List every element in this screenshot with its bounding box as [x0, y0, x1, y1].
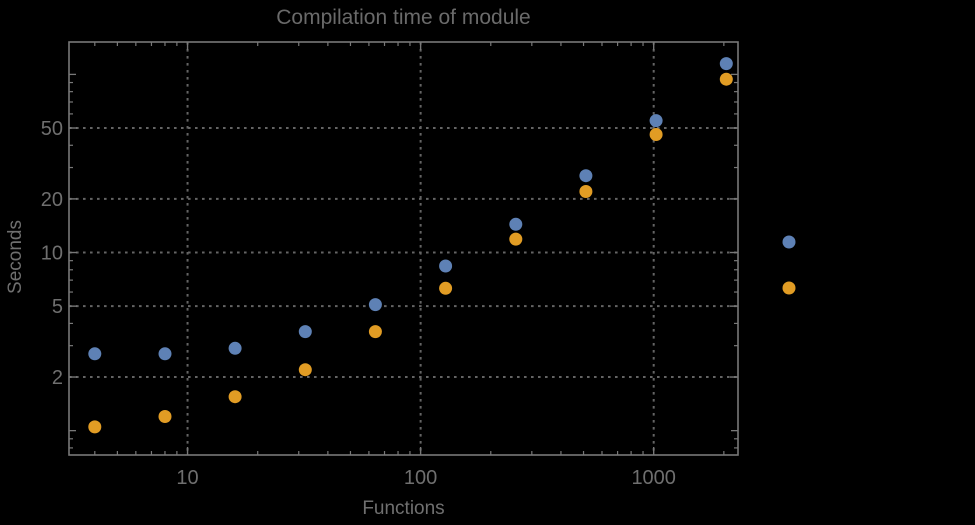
- data-point-series-orange: [228, 390, 242, 404]
- data-point-series-blue: [719, 57, 733, 71]
- data-point-series-blue: [649, 114, 663, 128]
- legend-marker-blue: [782, 235, 796, 249]
- chart-title: Compilation time of module: [276, 6, 531, 29]
- x-axis-label: Functions: [362, 498, 445, 519]
- data-point-series-orange: [719, 72, 733, 86]
- data-point-series-blue: [439, 259, 453, 273]
- data-point-series-blue: [298, 325, 312, 339]
- data-point-series-orange: [88, 420, 102, 434]
- data-point-series-blue: [228, 341, 242, 355]
- y-axis-label: Seconds: [5, 220, 26, 294]
- data-point-series-orange: [509, 232, 523, 246]
- y-tick-label: 50: [41, 118, 63, 140]
- x-tick-label: 10: [176, 467, 198, 489]
- data-point-series-orange: [368, 325, 382, 339]
- y-tick-label: 10: [41, 243, 63, 265]
- data-point-series-blue: [88, 347, 102, 361]
- data-point-series-orange: [579, 185, 593, 198]
- plot-frame: [68, 41, 739, 456]
- data-point-series-orange: [649, 128, 663, 141]
- legend-marker-orange: [782, 281, 796, 295]
- x-tick-label: 1000: [631, 467, 676, 489]
- y-tick-label: 2: [52, 367, 63, 389]
- data-point-series-blue: [158, 347, 172, 361]
- data-point-series-blue: [509, 217, 523, 231]
- x-tick-label: 100: [404, 467, 437, 489]
- y-tick-label: 5: [52, 296, 63, 318]
- data-point-series-orange: [439, 281, 453, 295]
- data-point-series-orange: [298, 363, 312, 377]
- data-point-series-blue: [368, 298, 382, 312]
- data-point-series-blue: [579, 169, 593, 183]
- y-tick-label: 20: [41, 189, 63, 211]
- data-point-series-orange: [158, 410, 172, 423]
